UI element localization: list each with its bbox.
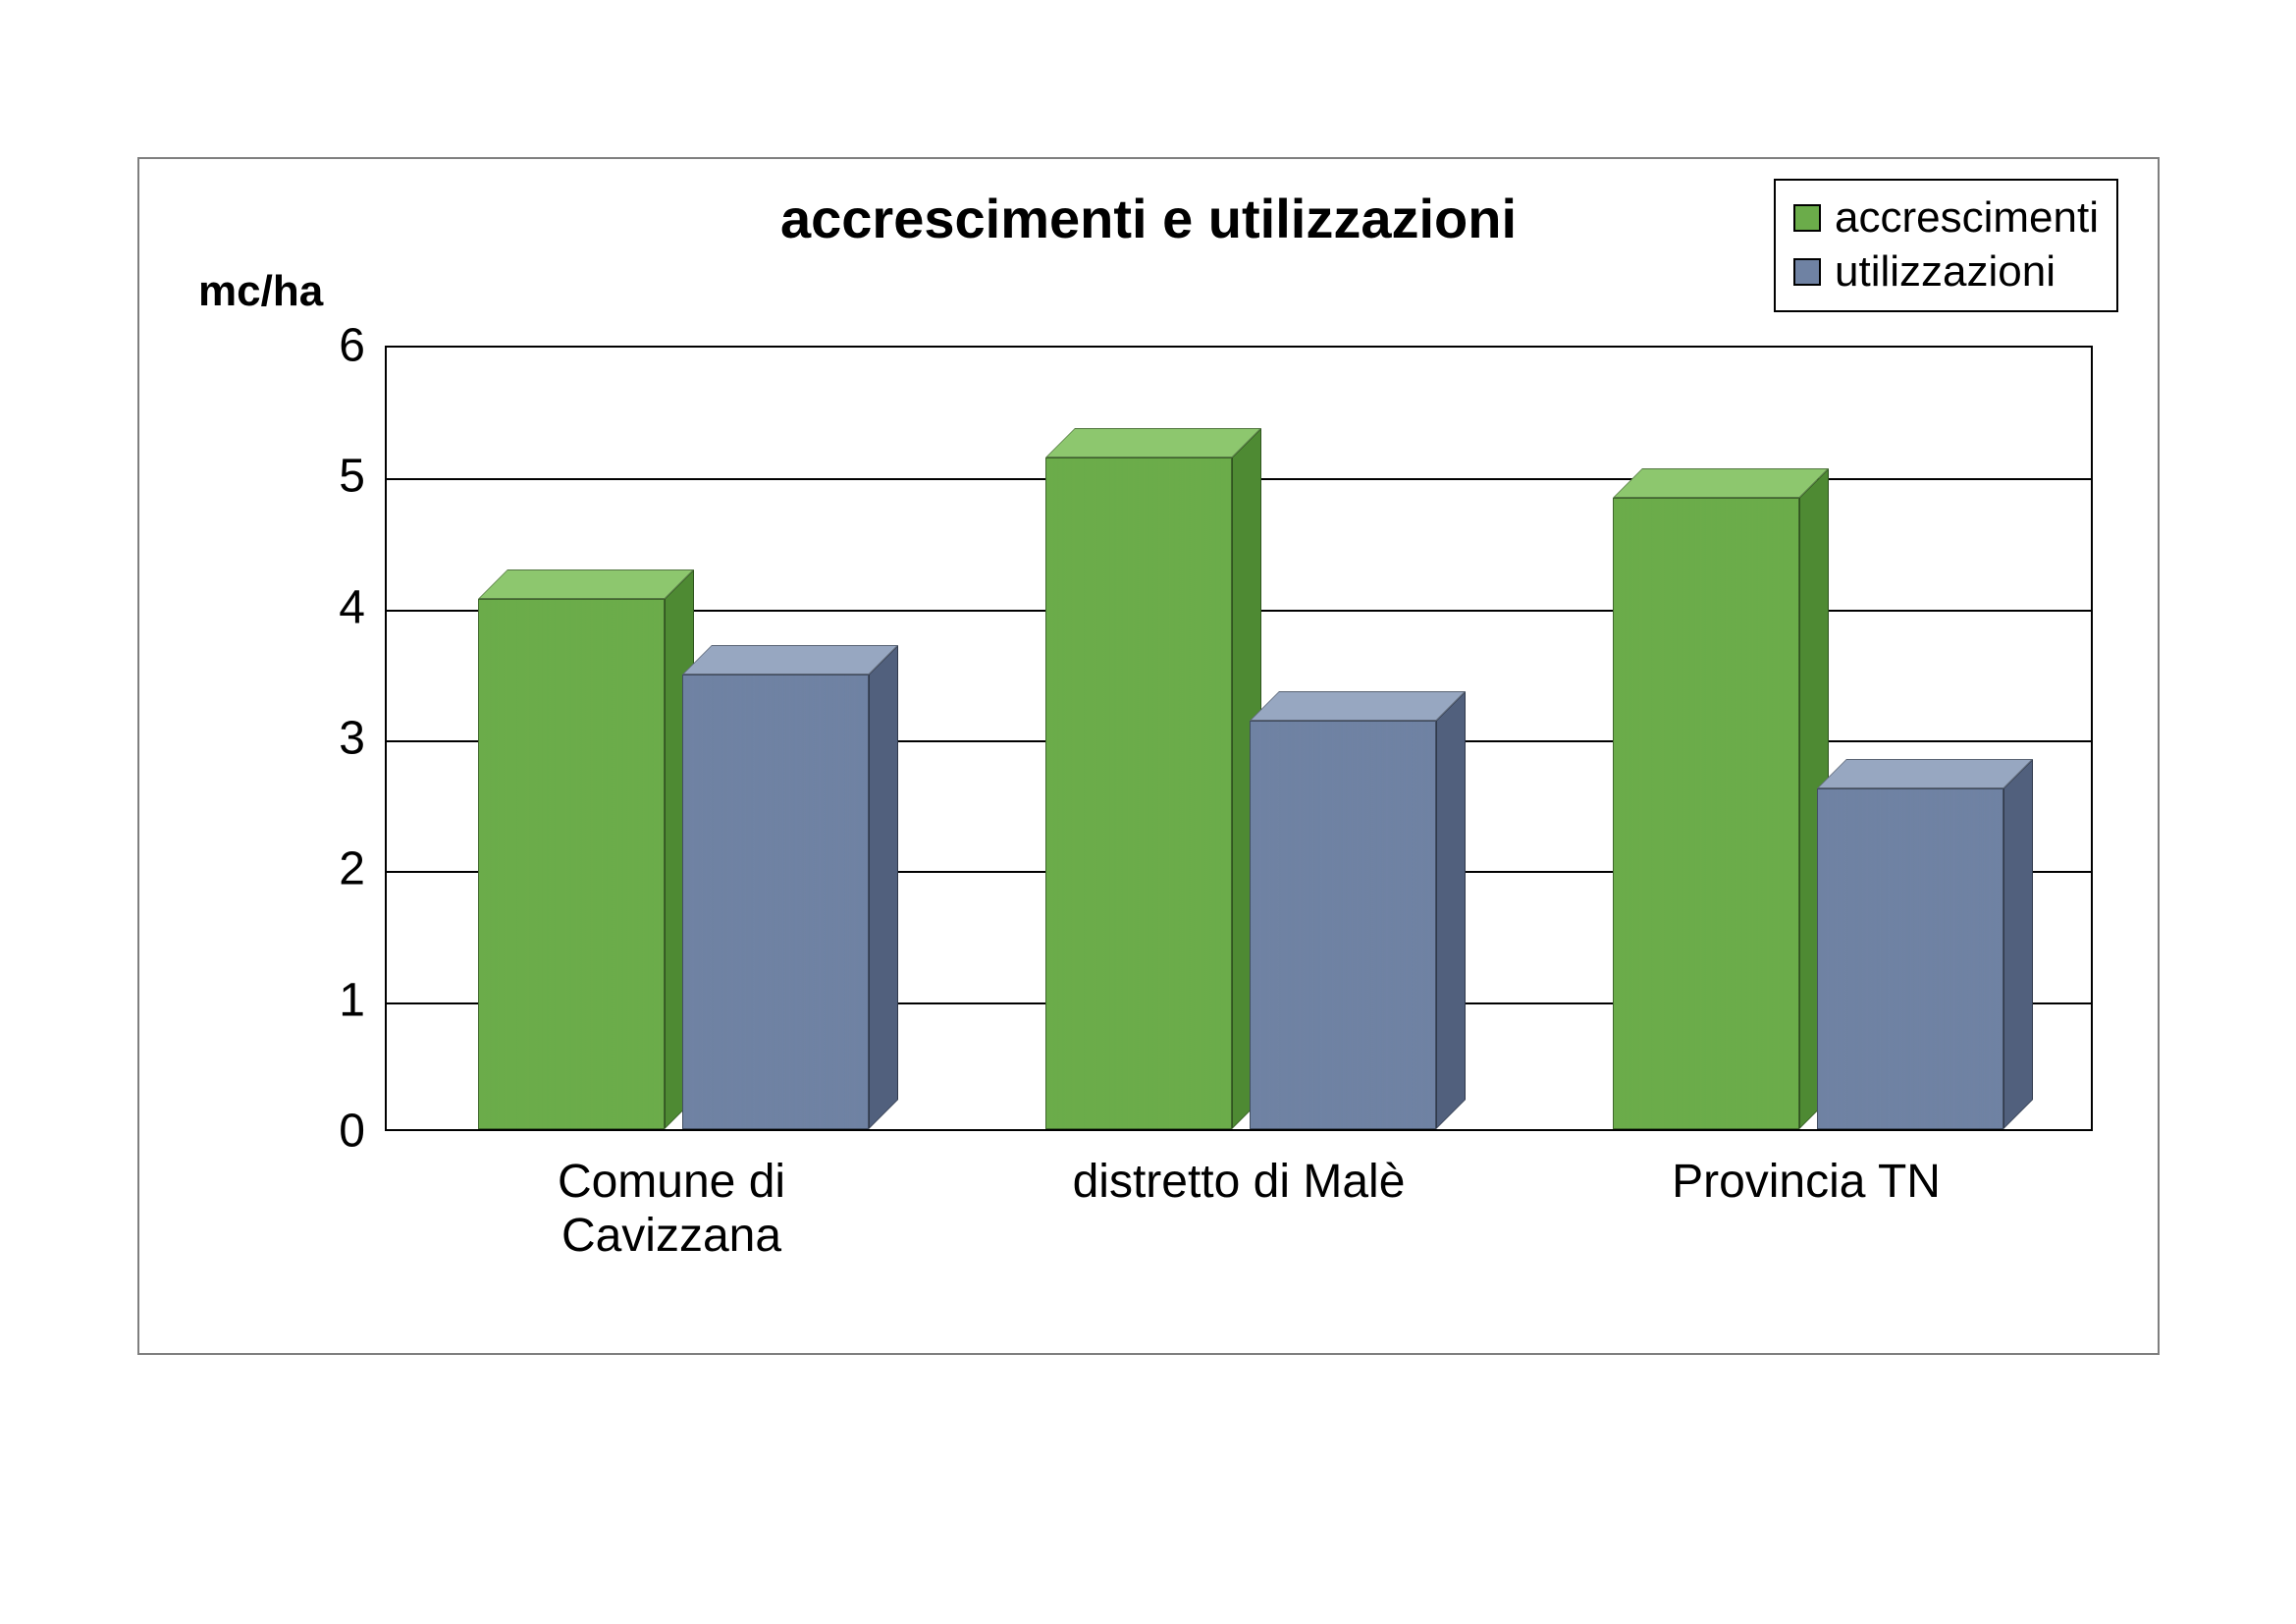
legend: accrescimenti utilizzazioni (1774, 179, 2118, 312)
x-tick-label: distretto di Malè (984, 1155, 1494, 1209)
plot-area (385, 346, 2093, 1131)
legend-item-accrescimenti: accrescimenti (1793, 190, 2099, 244)
y-tick-label: 1 (316, 973, 365, 1027)
bar-front (478, 599, 665, 1129)
bar-top (1817, 759, 2033, 788)
bar-front (1613, 498, 1799, 1129)
bar-top (1045, 428, 1261, 458)
y-tick-label: 4 (316, 580, 365, 634)
chart-frame: accrescimenti e utilizzazioni mc/ha accr… (137, 157, 2160, 1355)
y-axis-title: mc/ha (198, 267, 323, 316)
bar-utilizzazioni (1250, 691, 1466, 1129)
legend-swatch-accrescimenti (1793, 204, 1821, 232)
bar-top (1613, 468, 1829, 498)
bar-front (1817, 788, 2003, 1129)
legend-label-utilizzazioni: utilizzazioni (1835, 244, 2056, 298)
y-tick-label: 2 (316, 842, 365, 896)
bar-front (1045, 458, 1232, 1129)
bar-top (682, 645, 898, 675)
bar-front (1250, 721, 1436, 1129)
bar-accrescimenti (1613, 468, 1829, 1129)
bar-accrescimenti (478, 569, 694, 1129)
bar-front (682, 675, 869, 1129)
y-tick-label: 3 (316, 712, 365, 766)
y-tick-label: 6 (316, 319, 365, 373)
bar-side (1436, 691, 1466, 1129)
bar-side (869, 645, 898, 1129)
bar-accrescimenti (1045, 428, 1261, 1129)
y-tick-label: 5 (316, 450, 365, 504)
legend-swatch-utilizzazioni (1793, 258, 1821, 286)
bar-top (478, 569, 694, 599)
x-tick-label: Provincia TN (1551, 1155, 2061, 1209)
bar-utilizzazioni (682, 645, 898, 1129)
legend-item-utilizzazioni: utilizzazioni (1793, 244, 2099, 298)
bar-side (2003, 759, 2033, 1129)
legend-label-accrescimenti: accrescimenti (1835, 190, 2099, 244)
y-tick-label: 0 (316, 1105, 365, 1159)
x-tick-label: Comune di Cavizzana (416, 1155, 927, 1263)
bar-top (1250, 691, 1466, 721)
bar-utilizzazioni (1817, 759, 2033, 1129)
